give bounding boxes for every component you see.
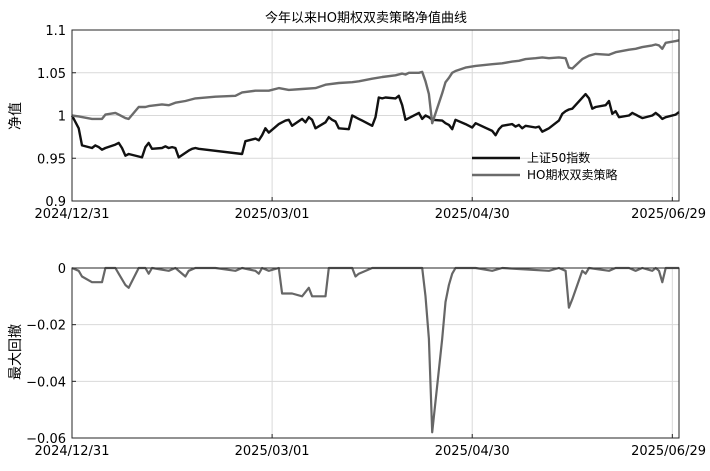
y-tick-label: 0.95: [37, 152, 66, 167]
x-tick-label: 2025/03/01: [235, 207, 310, 222]
panel-2: −0.06 −0.04 −0.02 0 2024/12/31 2025/03/01 2025…: [26, 262, 706, 459]
y-tick-label: 1: [58, 110, 66, 125]
plot-frame: [71, 267, 680, 439]
series-line-1: [70, 92, 680, 159]
x-tick-label: 2025/06/29: [631, 444, 706, 459]
x-tick-label: 2025/04/30: [435, 207, 510, 222]
y-axis-label: 净值: [8, 102, 24, 130]
chart-title: 今年以来HO期权双卖策略净值曲线: [265, 10, 467, 26]
y-tick-label: 1.1: [45, 24, 66, 39]
x-tick-label: 2024/12/31: [35, 444, 110, 459]
plot-frame: [71, 29, 680, 202]
legend-label: HO期权双卖策略: [527, 167, 617, 182]
x-tick-label: 2025/06/29: [631, 207, 706, 222]
y-axis-label: 最大回撤: [8, 324, 24, 380]
x-tick-label: 2025/04/30: [435, 444, 510, 459]
y-tick-label: 1.05: [37, 67, 66, 82]
series-line-2: [71, 39, 680, 125]
y-tick-label: −0.06: [26, 432, 66, 447]
y-tick-label: 0: [58, 262, 66, 277]
legend-label: 上证50指数: [527, 150, 590, 165]
series-line-1: [71, 266, 679, 434]
y-tick-label: 0.9: [45, 195, 66, 210]
y-tick-label: −0.02: [26, 319, 66, 334]
panel-1: 0.9 0.95 1 1.05 1.1 2024/12/31 2025/03/01 2025/…: [35, 24, 706, 222]
x-tick-label: 2024/12/31: [35, 207, 110, 222]
x-tick-label: 2025/03/01: [235, 444, 310, 459]
y-tick-label: −0.04: [26, 375, 66, 390]
legend: 上证50指数 HO期权双卖策略: [472, 150, 617, 182]
